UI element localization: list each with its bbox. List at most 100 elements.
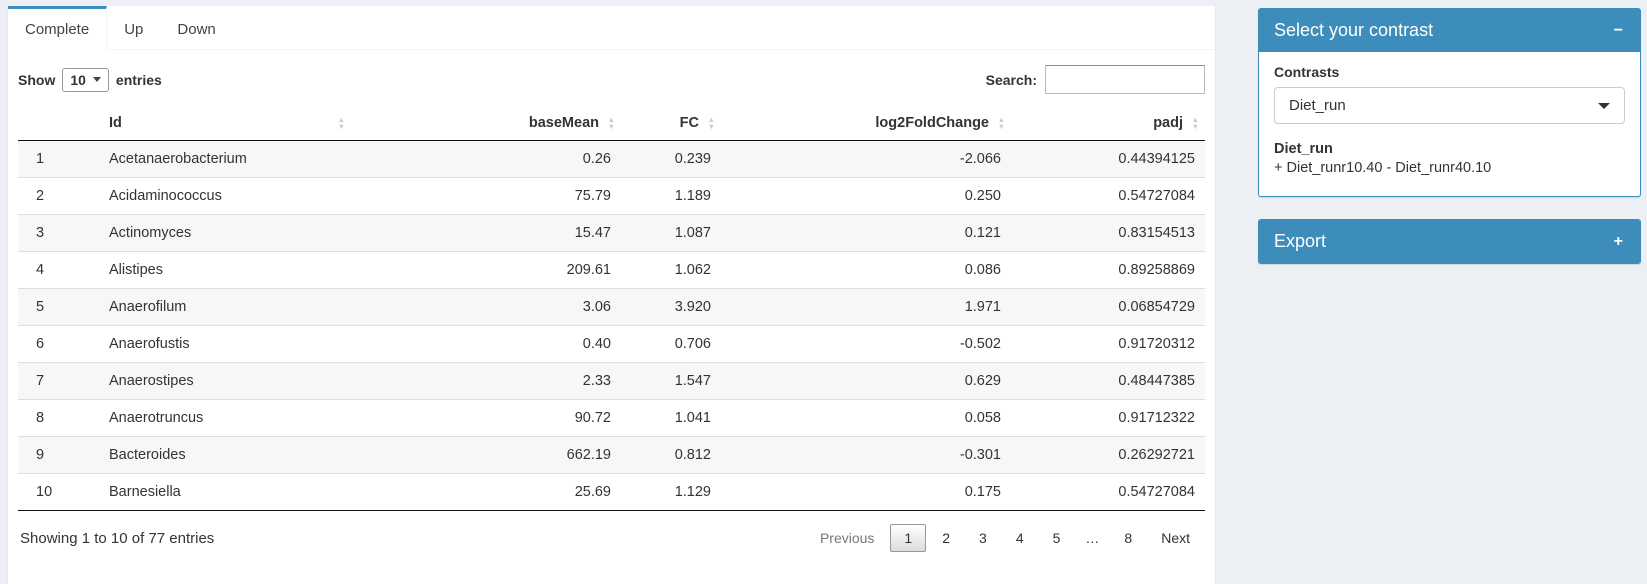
cell: 3.920 <box>621 288 721 326</box>
table-row: 8 Anaerotruncus 90.72 1.041 0.058 0.91712322 <box>18 399 1205 437</box>
contrast-detail-title: Diet_run <box>1274 141 1333 157</box>
export-box-header: Export + <box>1259 220 1640 263</box>
cell: 0.629 <box>721 362 1011 400</box>
column-header-log2foldchange[interactable]: log2FoldChange ▲ ▼ <box>721 106 1011 141</box>
page-button-2[interactable]: 2 <box>942 530 951 546</box>
sort-icon: ▲ ▼ <box>337 114 345 131</box>
cell: 0.83154513 <box>1011 214 1205 252</box>
search-label: Search: <box>985 71 1037 88</box>
results-card: Complete Up Down Show 10 entries Search: <box>8 6 1215 584</box>
row-index-cell: 2 <box>18 177 101 215</box>
table-row: 4 Alistipes 209.61 1.062 0.086 0.89258869 <box>18 251 1205 289</box>
export-box: Export + <box>1258 219 1641 264</box>
cell: 0.54727084 <box>1011 473 1205 511</box>
table-row: 5 Anaerofilum 3.06 3.920 1.971 0.06854729 <box>18 288 1205 326</box>
page-button-1[interactable]: 1 <box>890 524 927 552</box>
cell: 0.91712322 <box>1011 399 1205 437</box>
search-input[interactable] <box>1045 65 1205 94</box>
page-button-8[interactable]: 8 <box>1124 530 1133 546</box>
contrasts-select[interactable]: Diet_run <box>1274 87 1625 124</box>
column-header-fc[interactable]: FC ▲ ▼ <box>621 106 721 141</box>
cell: -0.301 <box>721 436 1011 474</box>
cell: 0.40 <box>351 325 621 363</box>
cell: Acetanaerobacterium <box>109 151 247 167</box>
entries-label: entries <box>115 71 162 88</box>
column-header-padj[interactable]: padj ▲ ▼ <box>1011 106 1205 141</box>
cell: -0.502 <box>721 325 1011 363</box>
entries-select[interactable]: 10 <box>62 67 109 92</box>
column-label: padj <box>1153 115 1183 131</box>
cell: 0.26 <box>582 151 611 167</box>
contrast-detail: Diet_run + Diet_runr10.40 - Diet_runr40.… <box>1274 141 1625 176</box>
cell: 1.062 <box>621 251 721 289</box>
cell: 1.971 <box>721 288 1011 326</box>
cell: 1.547 <box>621 362 721 400</box>
column-label: Id <box>109 115 122 131</box>
cell: 0.48447385 <box>1011 362 1205 400</box>
entries-summary: Showing 1 to 10 of 77 entries <box>20 529 215 547</box>
pagination: Previous 1 2 3 4 5 … 8 Next <box>804 524 1203 552</box>
cell: 0.086 <box>721 251 1011 289</box>
caret-down-icon <box>1598 102 1610 109</box>
table-row: 6 Anaerofustis 0.40 0.706 -0.502 0.91720312 <box>18 325 1205 363</box>
cell: 0.706 <box>621 325 721 363</box>
export-box-title: Export <box>1274 231 1327 251</box>
cell: 0.121 <box>721 214 1011 252</box>
column-header-basemean[interactable]: baseMean ▲ ▼ <box>351 106 621 141</box>
cell: 0.058 <box>721 399 1011 437</box>
cell: 0.54727084 <box>1011 177 1205 215</box>
column-header-id[interactable]: Id ▲ ▼ <box>101 106 351 141</box>
contrasts-select-value: Diet_run <box>1289 97 1346 114</box>
tab-bar: Complete Up Down <box>8 6 1215 50</box>
cell: 3.06 <box>351 288 621 326</box>
cell: 0.91720312 <box>1011 325 1205 363</box>
tab-down[interactable]: Down <box>177 21 216 38</box>
cell: 0.239 <box>674 151 711 167</box>
row-index-cell: 7 <box>18 362 101 400</box>
table-row: 1 Acetanaerobacterium 0.26 0.239 -2.066 0.443… <box>18 140 1205 178</box>
sort-icon: ▲ ▼ <box>1191 114 1199 131</box>
row-index-cell: 6 <box>18 325 101 363</box>
next-button[interactable]: Next <box>1161 530 1190 546</box>
page-button-3[interactable]: 3 <box>979 530 987 546</box>
contrast-box-title: Select your contrast <box>1274 20 1434 40</box>
table-row: 10 Barnesiella 25.69 1.129 0.175 0.54727084 <box>18 473 1205 511</box>
column-header-index <box>18 106 101 141</box>
cell: 0.250 <box>721 177 1011 215</box>
collapse-minus-icon[interactable]: − <box>1613 21 1623 39</box>
cell: Anaerostipes <box>101 362 351 400</box>
contrast-box-body: Contrasts Diet_run Diet_run + Diet_runr1… <box>1259 52 1640 196</box>
sort-icon: ▲ ▼ <box>997 114 1005 131</box>
length-control: Show 10 entries <box>18 67 162 92</box>
row-index-cell: 9 <box>18 436 101 474</box>
cell: Acidaminococcus <box>101 177 351 215</box>
cell: 662.19 <box>351 436 621 474</box>
cell: Bacteroides <box>101 436 351 474</box>
page-button-5[interactable]: 5 <box>1052 530 1061 546</box>
expand-plus-icon[interactable]: + <box>1613 232 1623 250</box>
show-label: Show <box>18 71 56 88</box>
table-header-row: Id ▲ ▼ baseMean ▲ ▼ FC ▲ ▼ log2FoldChange ▲ ▼ padj ▲ ▼ <box>18 106 1205 141</box>
sort-icon: ▲ ▼ <box>607 114 615 131</box>
contrasts-label: Contrasts <box>1274 64 1340 80</box>
row-index-cell: 3 <box>18 214 101 252</box>
pagination-ellipsis: … <box>1085 530 1100 546</box>
row-index-cell: 5 <box>18 288 101 326</box>
cell: 0.175 <box>721 473 1011 511</box>
table-footer: Showing 1 to 10 of 77 entries Previous 1 2… <box>18 511 1205 574</box>
cell: 0.06854729 <box>1011 288 1205 326</box>
cell: 0.26292721 <box>1011 436 1205 474</box>
cell: 0.812 <box>621 436 721 474</box>
cell: 1.189 <box>621 177 721 215</box>
cell: 1.129 <box>621 473 721 511</box>
results-table: Id ▲ ▼ baseMean ▲ ▼ FC ▲ ▼ log2FoldChange ▲ ▼ padj ▲ ▼… <box>18 106 1205 511</box>
tab-up[interactable]: Up <box>124 21 144 38</box>
page-button-4[interactable]: 4 <box>1015 530 1024 546</box>
cell: 15.47 <box>351 214 621 252</box>
row-index-cell: 8 <box>18 399 101 437</box>
cell: Alistipes <box>101 251 351 289</box>
tab-complete[interactable]: Complete <box>8 6 108 50</box>
cell: 209.61 <box>351 251 621 289</box>
previous-button[interactable]: Previous <box>819 530 875 546</box>
cell: 0.44394125 <box>1118 151 1195 167</box>
